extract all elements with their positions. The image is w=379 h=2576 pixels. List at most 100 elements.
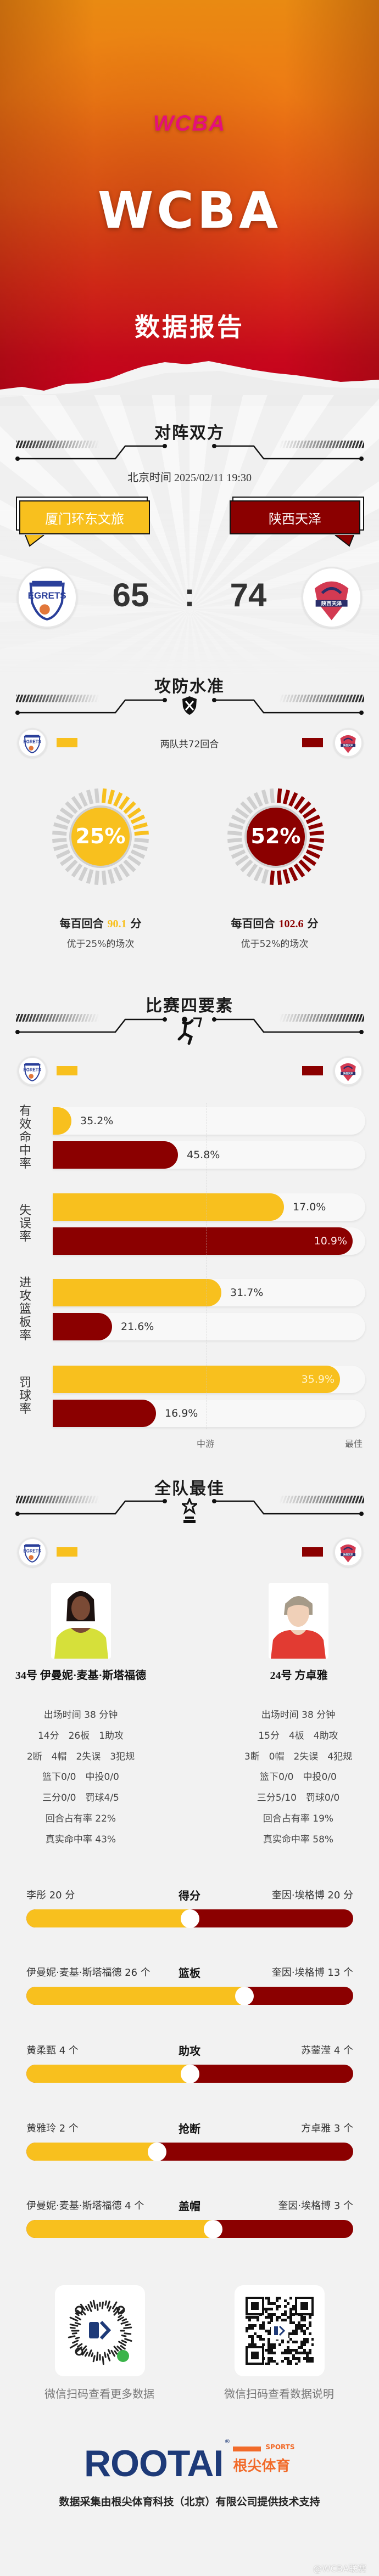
gauge-tick-filled: [293, 796, 305, 810]
ppr-suffix: 分: [307, 917, 319, 930]
gauge-tick-empty: [71, 796, 83, 810]
player-stat-line: 3断 0帽 2失误 4犯规: [244, 1751, 353, 1762]
away-color-chip: [302, 738, 323, 747]
gauge-tick-empty: [55, 814, 71, 824]
possessions-text: 两队共72回合: [160, 739, 219, 750]
gauge-tick-filled: [269, 870, 275, 885]
player-stat-line: 真实命中率 58%: [263, 1834, 334, 1845]
gauge-tick-filled: [130, 814, 146, 824]
home-player-photo: [51, 1583, 111, 1659]
dunk-player-icon: [177, 1017, 202, 1045]
gauge-tick-filled: [118, 796, 130, 810]
offense-defense-title: 攻防水准: [154, 677, 225, 696]
section-divider: [15, 441, 364, 461]
home-team-name: 厦门环东文旅: [19, 500, 150, 534]
player-stat-line: 回合占有率 22%: [45, 1813, 116, 1824]
factor-fill-home: [53, 1193, 284, 1221]
rootai-orange-bar: [233, 2447, 261, 2451]
section-divider: [15, 1014, 364, 1034]
gauge-tick-filled: [282, 869, 291, 884]
wcba-logo: WCBA: [135, 99, 244, 148]
svg-text:EGRETS: EGRETS: [24, 1068, 41, 1073]
player-stat-line: 出场时间 38 分钟: [43, 1710, 118, 1721]
gauge-tick-empty: [86, 790, 94, 805]
leader-bar-knob: [235, 1987, 254, 2005]
svg-text:EGRETS: EGRETS: [24, 1549, 41, 1554]
leader-bar-knob: [181, 1909, 199, 1928]
svg-text:EGRETS: EGRETS: [24, 740, 41, 745]
away-box-tail: [335, 535, 354, 547]
gauge-tick-filled: [276, 788, 282, 803]
match-datetime: 北京时间 2025/02/11 19:30: [127, 472, 252, 484]
leader-bar: [26, 2220, 353, 2238]
gauge-tick-empty: [52, 830, 67, 836]
home-player-stats: 出场时间 38 分钟 14分 26板 1助攻 2断 4帽 2失误 3犯规 篮下0/0 …: [0, 1705, 171, 1851]
midpoint-line: [206, 1103, 207, 1429]
gauge-tick-empty: [246, 796, 258, 810]
player-stat-line: 15分 4板 4助攻: [258, 1730, 338, 1741]
gauge-tick-filled: [302, 807, 317, 819]
svg-text:陕西天泽: 陕西天泽: [343, 1072, 353, 1075]
gauge-tick-filled: [305, 814, 321, 824]
gauge-tick-empty: [130, 849, 146, 859]
player-stat-line: 三分5/10 罚球0/0: [257, 1793, 340, 1804]
home-score: 65: [112, 577, 149, 613]
gauge-tick-empty: [253, 866, 263, 882]
factor-fill-away: [53, 1227, 353, 1255]
factor-fill-home: [53, 1279, 221, 1306]
gauge-tick-empty: [78, 866, 88, 882]
player-stat-line: 篮下0/0 中投0/0: [42, 1772, 119, 1783]
qr-code[interactable]: [235, 2285, 325, 2376]
shaanxi-logo-icon: 陕西天泽: [315, 581, 349, 620]
home-team-logo-small: EGRETS: [18, 728, 47, 758]
gauge-tick-empty: [65, 859, 78, 872]
ppr-prefix: 每百回合: [231, 917, 275, 930]
gauge-tick-empty: [52, 837, 67, 843]
gauge-tick-empty: [101, 870, 107, 885]
factor-label: 进攻篮板率: [19, 1276, 31, 1343]
leader-bar: [26, 2143, 353, 2161]
svg-text:EGRETS: EGRETS: [28, 590, 66, 601]
gauge-tick-filled: [309, 830, 324, 836]
factor-bar-home: 35.2%: [53, 1107, 365, 1135]
home-player-name: 34号 伊曼妮·麦基·斯塔福德: [15, 1670, 147, 1682]
factor-bar-home: 31.7%: [53, 1279, 365, 1306]
registered-mark-icon: ®: [224, 2438, 231, 2445]
factor-label: 有效命中率: [19, 1104, 31, 1171]
gauge-tick-filled: [302, 854, 317, 866]
factor-fill-home: [53, 1366, 340, 1393]
factor-fill-home: [53, 1107, 71, 1135]
gauge-tick-filled: [132, 822, 148, 830]
gauge-tick-filled: [293, 863, 305, 878]
factor-bar-away: 21.6%: [53, 1313, 365, 1340]
gauge-tick-empty: [94, 870, 100, 885]
away-score: 74: [230, 577, 267, 613]
gauge-tick-empty: [71, 863, 83, 878]
away-team-logo-small: 陕西天泽: [333, 1537, 363, 1567]
gauge-tick-filled: [276, 870, 282, 885]
ppr-value: 102.6: [278, 918, 304, 930]
gauge-tick-empty: [240, 859, 253, 872]
gauge-tick-filled: [123, 801, 136, 814]
score-separator: :: [184, 577, 195, 613]
mini-program-code[interactable]: [55, 2285, 145, 2376]
hero-banner: [0, 0, 379, 395]
gauge-tick-filled: [113, 792, 123, 807]
rootai-cn: 根尖体育: [233, 2458, 291, 2474]
home-team-logo-small: EGRETS: [18, 1537, 47, 1567]
gauge-tick-empty: [65, 801, 78, 814]
hero-title: WCBA: [97, 181, 282, 240]
data-credit: 数据采集由根尖体育科技（北京）有限公司提供技术支持: [59, 2496, 320, 2508]
away-player-name: 24号 方卓雅: [270, 1670, 328, 1682]
home-color-chip: [57, 1066, 77, 1075]
away-team-logo-small: 陕西天泽: [333, 1056, 363, 1086]
qr-left-caption: 微信扫码查看更多数据: [44, 2387, 154, 2400]
leader-bar-home-fill: [26, 2143, 157, 2161]
shaanxi-logo-icon: 陕西天泽: [340, 1545, 356, 1563]
home-gauge-percent: 25%: [75, 824, 126, 848]
gauge-tick-empty: [86, 869, 94, 884]
ppr-prefix: 每百回合: [59, 917, 104, 930]
away-color-chip: [302, 1066, 323, 1075]
rootai-logo: ROOTAI: [84, 2443, 224, 2484]
factor-value-away: 21.6%: [121, 1321, 154, 1333]
